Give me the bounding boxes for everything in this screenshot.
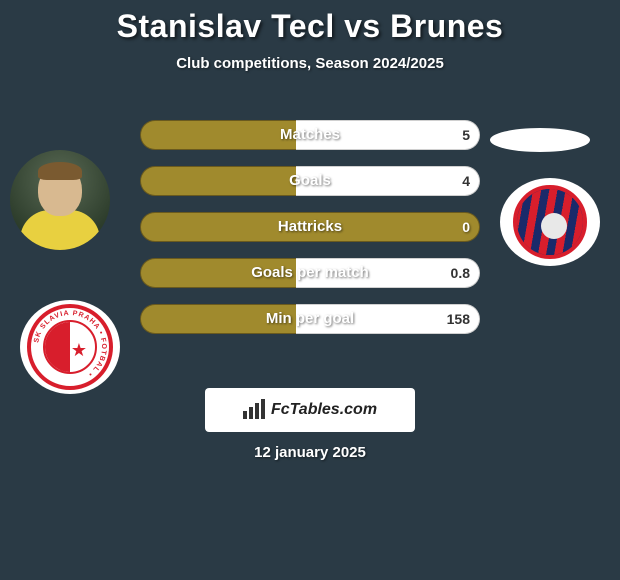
stat-label: Min per goal: [140, 304, 480, 334]
club-badge-right: [500, 178, 600, 266]
stat-row-matches: Matches 5: [140, 120, 480, 150]
branding-label: FcTables.com: [271, 401, 377, 419]
stat-value: 0: [462, 212, 470, 242]
date-text: 12 january 2025: [0, 444, 620, 461]
stat-label: Goals: [140, 166, 480, 196]
stat-row-min-per-goal: Min per goal 158: [140, 304, 480, 334]
stat-label: Matches: [140, 120, 480, 150]
club-badge-left: SK SLAVIA PRAHA • FOTBAL • ★: [20, 300, 120, 394]
stat-row-hattricks: Hattricks 0: [140, 212, 480, 242]
stat-label: Hattricks: [140, 212, 480, 242]
player-right-placeholder: [490, 128, 590, 152]
branding-box[interactable]: FcTables.com: [205, 388, 415, 432]
stat-value: 5: [462, 120, 470, 150]
stats-panel: Matches 5 Goals 4 Hattricks 0 Goals per …: [140, 120, 480, 350]
stat-row-goals: Goals 4: [140, 166, 480, 196]
bar-chart-icon: [243, 401, 265, 419]
subtitle: Club competitions, Season 2024/2025: [0, 55, 620, 72]
stat-row-goals-per-match: Goals per match 0.8: [140, 258, 480, 288]
stat-label: Goals per match: [140, 258, 480, 288]
stat-value: 158: [447, 304, 470, 334]
player-left-photo: [10, 150, 110, 250]
page-title: Stanislav Tecl vs Brunes: [0, 8, 620, 45]
stat-value: 0.8: [451, 258, 470, 288]
stat-value: 4: [462, 166, 470, 196]
